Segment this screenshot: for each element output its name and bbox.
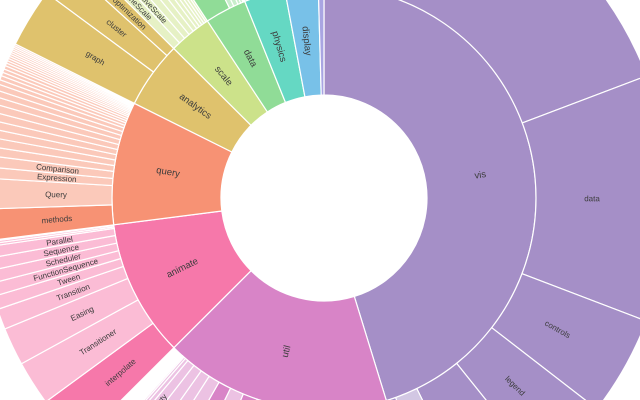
segment-vis-legend[interactable]: [456, 327, 597, 400]
segment-vis-data[interactable]: [521, 76, 640, 321]
segment-vis-operator[interactable]: [324, 0, 640, 124]
segment-util-IEvaluable[interactable]: [93, 354, 184, 400]
segment-util[interactable]: [173, 270, 387, 400]
segment-physics-NBodyForce[interactable]: [195, 0, 258, 2]
segment-vis-events[interactable]: [386, 396, 440, 400]
segment-vis-axis[interactable]: [416, 362, 540, 400]
segment-flex[interactable]: [318, 0, 325, 96]
